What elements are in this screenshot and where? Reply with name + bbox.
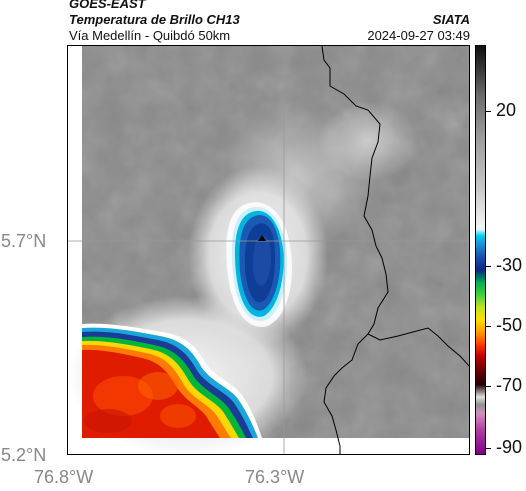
colorbar-label-minus70: -70 [496, 375, 523, 395]
lat-label-5-2: 5.2°N [1, 445, 47, 465]
brightness-temperature-image [68, 46, 469, 454]
colorbar-tick [486, 111, 491, 112]
lon-label-76-8: 76.8°W [34, 467, 94, 487]
org-name: SIATA [432, 12, 470, 27]
colorbar-label-minus50: -50 [496, 315, 523, 335]
colorbar-tick [486, 326, 491, 327]
satellite-name: GOES-EAST [69, 0, 146, 11]
convective-system-southwest [82, 323, 262, 438]
colorbar [475, 45, 486, 455]
satellite-map [67, 45, 470, 455]
product-title: Temperatura de Brillo CH13 [69, 12, 240, 27]
colorbar-tick [486, 448, 491, 449]
colorbar-tick [486, 386, 491, 387]
lat-label-5-7: 5.7°N [1, 231, 47, 251]
datetime-label: 2024-09-27 03:49 [367, 28, 470, 43]
colorbar-label-minus90: -90 [496, 437, 523, 457]
colorbar-label-20: 20 [496, 100, 517, 120]
station-marker-icon [258, 235, 266, 241]
region-label: Vía Medellín - Quibdó 50km [69, 28, 231, 43]
colorbar-tick [486, 266, 491, 267]
boundary-line-south [323, 333, 369, 454]
lon-label-76-3: 76.3°W [245, 467, 305, 487]
boundary-line-east [321, 46, 469, 367]
convective-cell-center [226, 202, 292, 327]
colorbar-label-minus30: -30 [496, 255, 523, 275]
